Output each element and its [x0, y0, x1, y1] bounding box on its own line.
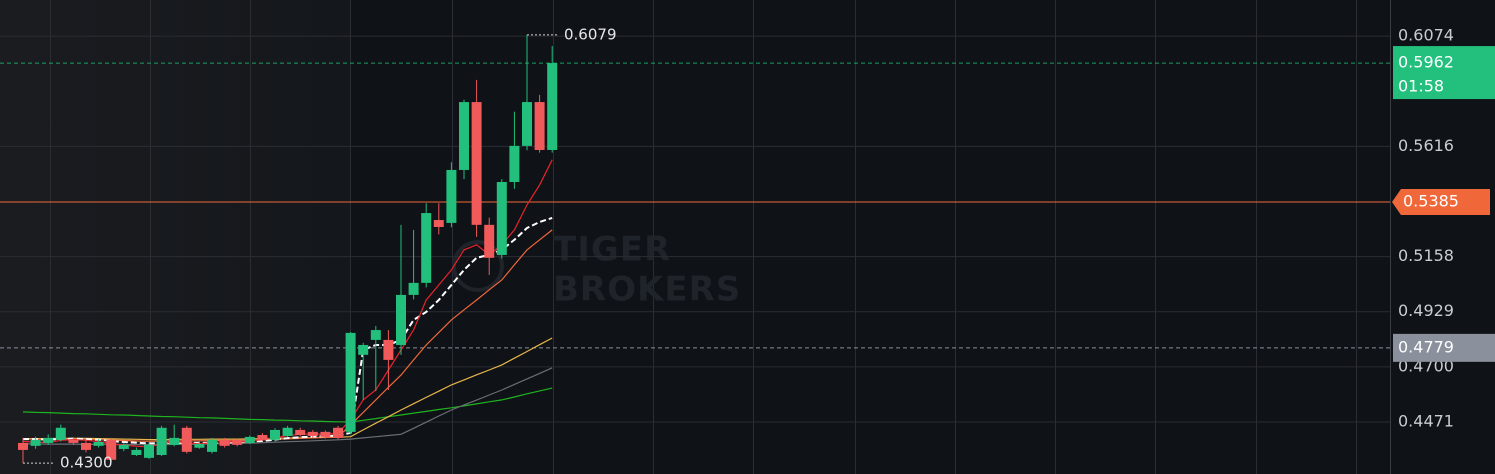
countdown-label: 01:58 [1398, 77, 1444, 96]
candle-body [484, 224, 495, 258]
price-tag [1393, 333, 1495, 362]
last-price-tag [1393, 46, 1495, 100]
extreme-label: 0.4300 [60, 454, 113, 472]
y-tick-label: 0.5616 [1398, 136, 1454, 155]
price-tag [1392, 188, 1490, 215]
candle-body [396, 294, 406, 345]
y-tick-label: 0.4471 [1398, 412, 1454, 431]
candle-body [496, 181, 507, 255]
candle-body [459, 102, 469, 170]
candle-body [81, 442, 91, 450]
candle-body [408, 282, 419, 295]
candle-body [43, 437, 54, 443]
candle-body [433, 220, 444, 228]
y-tick-label: 0.4929 [1398, 301, 1454, 320]
y-tick-label: 0.6074 [1398, 26, 1454, 45]
candle-body [144, 444, 154, 458]
y-tick-label: 0.5158 [1398, 246, 1454, 265]
history-shade [0, 0, 350, 474]
candle-body [421, 213, 432, 283]
candle-body [106, 439, 117, 460]
candle-body [93, 441, 104, 446]
candle-body [270, 429, 280, 440]
candle-body [207, 439, 217, 452]
candle-body [333, 427, 343, 438]
candle-body [55, 427, 66, 440]
watermark: TIGER BROKERS [452, 230, 741, 310]
price-tag-label: 0.5385 [1403, 191, 1459, 210]
ma-line [23, 216, 553, 445]
candle-body [358, 344, 369, 355]
candle-body [471, 102, 482, 225]
candle-body [194, 443, 205, 448]
extreme-label: 0.6079 [564, 25, 617, 43]
candle-body [370, 330, 381, 340]
ma-line [22, 387, 553, 423]
candle-body [169, 437, 180, 445]
candle-body [295, 429, 306, 436]
candle-body [522, 102, 532, 146]
candle-body [383, 339, 394, 360]
candles [18, 34, 558, 464]
candle-body [131, 449, 142, 455]
last-price-label: 0.5962 [1398, 53, 1454, 72]
candle-body [30, 439, 41, 446]
candle-body [156, 427, 167, 455]
candle-body [68, 439, 79, 443]
watermark-text: TIGER [553, 230, 671, 270]
candle-body [219, 439, 230, 446]
candle-body [181, 427, 192, 452]
price-tag-label: 0.4779 [1398, 337, 1454, 356]
candle-body [446, 169, 457, 223]
candle-body [320, 431, 331, 437]
time-grid [50, 0, 1357, 474]
candle-body [547, 63, 558, 150]
candle-body [257, 435, 268, 440]
candle-body [18, 442, 28, 450]
candle-body [244, 436, 255, 443]
candle-body [345, 332, 356, 432]
candle-body [118, 444, 129, 449]
candle-body [282, 427, 293, 436]
candle-body [232, 439, 243, 445]
candle-body [534, 102, 545, 150]
candle-body [509, 145, 520, 182]
watermark-text: BROKERS [553, 270, 741, 310]
candle-body [307, 431, 318, 436]
